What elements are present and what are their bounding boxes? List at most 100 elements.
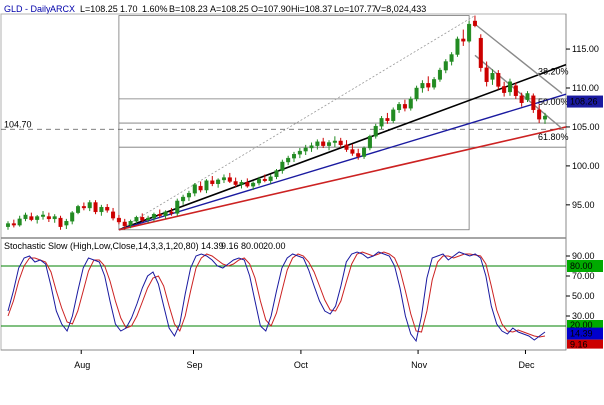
candle-body	[449, 54, 454, 62]
trendline-black	[118, 63, 567, 231]
channel-upper	[474, 23, 563, 95]
candle-body	[99, 206, 104, 213]
candle-body	[41, 214, 46, 217]
candle-body	[432, 79, 437, 88]
candle-body	[362, 147, 367, 157]
candle-body	[52, 216, 57, 220]
candle-body	[327, 142, 332, 146]
candle-body	[58, 217, 63, 227]
stoch-tick-label: 50.00	[572, 291, 595, 301]
last-label: L=108.25	[80, 4, 118, 14]
candle-body	[478, 37, 483, 68]
stoch-k-box	[567, 327, 603, 340]
candle-body	[391, 109, 396, 121]
candle-body	[233, 181, 238, 185]
candle-body	[87, 202, 92, 209]
candle-body	[192, 184, 197, 194]
candle-body	[537, 109, 542, 120]
candle-body	[356, 153, 361, 157]
candle-body	[239, 182, 244, 185]
candle-body	[443, 61, 448, 71]
time-tick-label: Aug	[74, 360, 90, 370]
candle-body	[286, 157, 291, 163]
candle-body	[116, 217, 121, 223]
fib-618-label: 61.80%	[538, 132, 569, 142]
candle-body	[397, 104, 402, 111]
candle-body	[350, 149, 355, 154]
candle-body	[268, 176, 273, 181]
candle-body	[367, 136, 372, 149]
candle-body	[502, 86, 507, 93]
time-tick-label: Dec	[518, 360, 535, 370]
candle-body	[408, 98, 413, 109]
candle-body	[496, 72, 501, 87]
change-pct-label: 1.60%	[142, 4, 168, 14]
candle-body	[175, 200, 180, 214]
open-label: O=107.90	[251, 4, 291, 14]
candle-body	[385, 118, 390, 121]
price-tick-label: 115.00	[572, 44, 599, 54]
exchange-label: ARCX	[50, 4, 76, 14]
candle-body	[64, 220, 69, 226]
candle-body	[472, 20, 477, 26]
stoch-80-box-label: 80.00	[570, 261, 593, 271]
stoch-d-box-label: 9.16	[570, 340, 588, 350]
candle-body	[507, 81, 512, 93]
candle-body	[70, 212, 75, 222]
price-tick-label: 95.00	[572, 200, 595, 210]
candle-body	[262, 178, 267, 181]
bid-label: B=108.23	[169, 4, 208, 14]
last-price-box	[567, 95, 603, 108]
candle-body	[157, 213, 162, 216]
candle-body	[414, 87, 419, 100]
candle-body	[221, 177, 226, 181]
candle-body	[93, 202, 98, 213]
candle-body	[256, 178, 261, 184]
volume-label: V=8,024,433	[375, 4, 427, 14]
candle-body	[245, 182, 250, 187]
candle-body	[402, 104, 407, 109]
candle-body	[35, 216, 40, 220]
ask-label: A=108.25	[210, 4, 249, 14]
candle-body	[274, 170, 279, 177]
candle-body	[373, 125, 378, 137]
candle-body	[169, 211, 174, 214]
trendline-blue	[118, 93, 567, 231]
candle-body	[122, 221, 127, 227]
candle-body	[542, 115, 548, 120]
candle-body	[280, 161, 285, 171]
candle-body	[379, 118, 384, 127]
stoch-k-line	[7, 251, 546, 343]
candle-body	[519, 95, 524, 104]
stochastic-value-label: 14.39	[201, 241, 224, 251]
candle-body	[81, 206, 86, 209]
stochastic-value-label: 80.00	[241, 241, 264, 251]
candle-body	[163, 211, 168, 216]
change-label: 1.70	[120, 4, 138, 14]
candle-body	[251, 182, 256, 187]
candle-body	[525, 93, 530, 100]
fib-diagonal-line	[118, 15, 476, 231]
candle-body	[227, 177, 232, 182]
candle-body	[29, 216, 34, 220]
candle-body	[309, 145, 314, 149]
stoch-tick-label: 90.00	[572, 251, 595, 261]
candle-body	[467, 23, 472, 42]
candle-body	[11, 223, 16, 226]
stoch-d-line	[7, 251, 546, 338]
candle-body	[105, 206, 110, 211]
trendline-red	[118, 126, 567, 231]
candle-body	[5, 223, 11, 227]
time-tick-label: Sep	[187, 360, 203, 370]
candle-body	[303, 147, 308, 152]
channel-lower	[474, 54, 563, 130]
fib-382-label: 38.20%	[538, 67, 569, 77]
symbol-label: GLD - Daily	[4, 4, 51, 14]
stoch-tick-label: 30.00	[572, 311, 595, 321]
fib-50-label: 50.00%	[538, 97, 569, 107]
candle-body	[46, 216, 51, 220]
candle-body	[338, 140, 343, 146]
stoch-80-box	[567, 260, 603, 272]
